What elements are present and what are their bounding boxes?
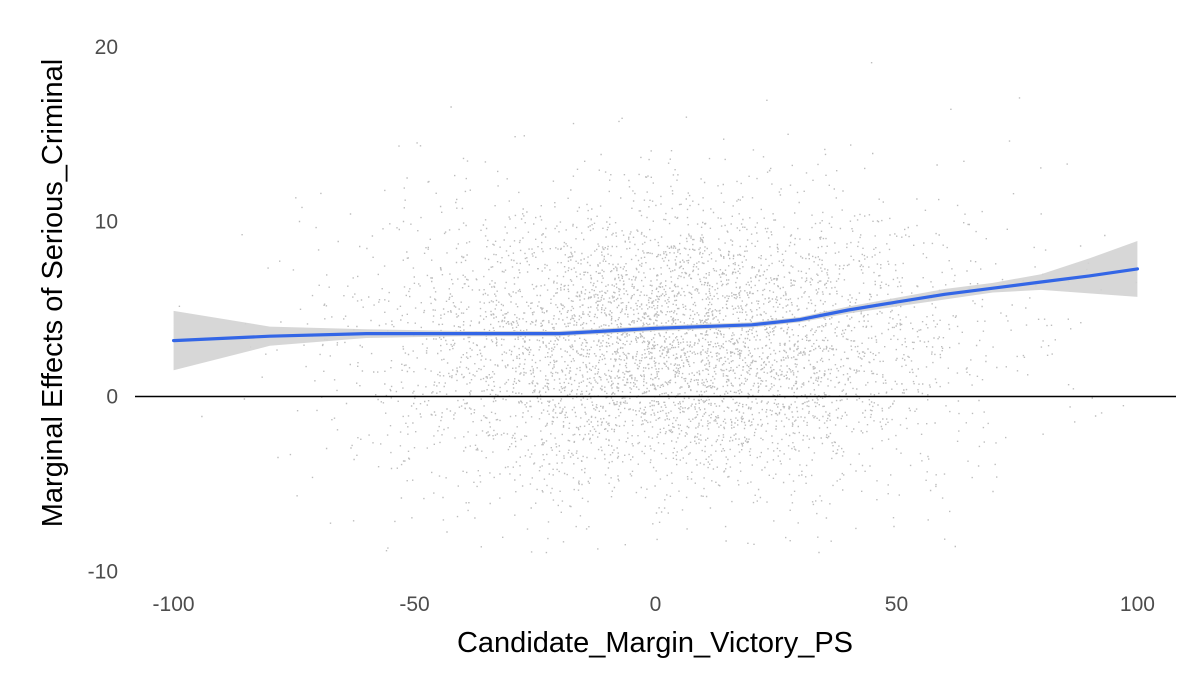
confidence-band: [173, 241, 1138, 371]
y-axis-ticks: -10 0 10 20: [88, 36, 118, 583]
x-axis-ticks: -100 -50 0 50 100: [153, 593, 1155, 616]
scatter-point-cloud: [178, 62, 1138, 554]
x-axis-title: Candidate_Margin_Victory_PS: [457, 627, 853, 659]
x-tick-label: 100: [1120, 593, 1155, 616]
x-tick-label: -50: [399, 593, 429, 616]
x-tick-label: 50: [885, 593, 908, 616]
scatter-points: [178, 62, 1138, 554]
x-tick-label: 0: [650, 593, 662, 616]
x-tick-label: -100: [153, 593, 195, 616]
y-tick-label: 0: [106, 386, 118, 409]
y-tick-label: 20: [95, 36, 118, 59]
smooth-line: [172, 267, 1140, 343]
confidence-band-layer: [173, 241, 1138, 371]
y-tick-label: -10: [88, 560, 118, 583]
y-axis-title: Marginal Effects of Serious_Criminal: [37, 59, 69, 528]
y-tick-label: 10: [95, 211, 118, 234]
smooth-line-layer: [172, 267, 1140, 343]
